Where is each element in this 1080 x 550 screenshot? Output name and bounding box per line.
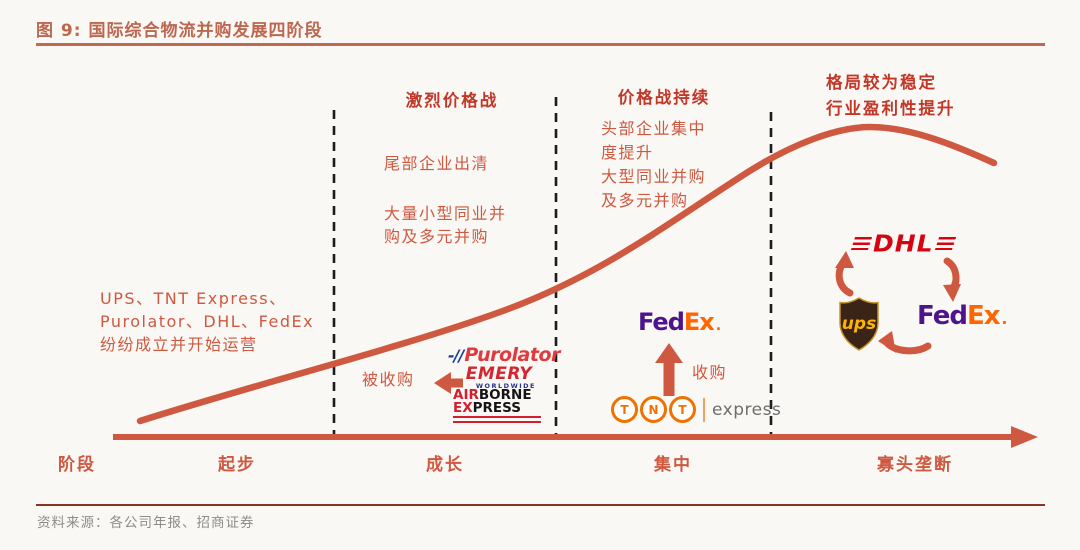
emery-wordmark: EMERY <box>465 364 533 384</box>
axis-label-stage4: 寡头垄断 <box>877 455 953 475</box>
tnt-ring-t2: T <box>669 396 696 423</box>
fedex-ex-2: Ex <box>966 301 1001 331</box>
fedex-logo-stage3: Fed Ex. <box>638 308 722 336</box>
cycle-arc-bottom-head <box>878 331 896 353</box>
stage2-header: 激烈价格战 <box>405 91 499 110</box>
fedex-fed: Fed <box>638 308 685 336</box>
fedex-fed-2: Fed <box>917 301 968 331</box>
stage4-header-line1: 格局较为稳定 <box>826 73 937 92</box>
axis-label-stage3: 集中 <box>654 455 692 475</box>
stage2-point1: 尾部企业出清 <box>384 154 490 173</box>
ups-wordmark: ups <box>842 314 876 334</box>
cycle-arc-left-head <box>835 251 854 268</box>
figure-title: 图 9: 国际综合物流并购发展四阶段 <box>36 21 323 41</box>
tnt-express-label: express <box>712 399 782 420</box>
stage3-line4: 及多元并购 <box>601 191 689 210</box>
ups-shield <box>839 297 879 351</box>
fedex-logo-stage4: Fed Ex. <box>917 301 1007 331</box>
acquired-arrow-head <box>434 372 451 394</box>
airborne-ex: EX <box>453 399 473 416</box>
stage2-point2: 大量小型同业并 购及多元并购 <box>384 202 507 248</box>
stage1-line1: UPS、TNT Express、 <box>100 289 287 308</box>
x-axis-arrowhead <box>1011 426 1038 448</box>
fedex-dot-2: . <box>1001 310 1007 328</box>
stage3-line2: 度提升 <box>601 143 654 162</box>
stage2-acquired-label: 被收购 <box>362 370 415 389</box>
fedex-ex: Ex <box>683 308 715 336</box>
axis-title: 阶段 <box>58 455 96 475</box>
dhl-wordmark: DHL <box>873 230 934 257</box>
fedex-dot: . <box>715 318 722 334</box>
airborne-air: AIR <box>453 387 479 403</box>
acquire-arrow-head <box>655 343 683 363</box>
airborne-express-logo: AIRBORNE EXPRESS <box>453 387 541 425</box>
stage3-description: 头部企业集中 度提升 大型同业并购 及多元并购 <box>601 117 706 213</box>
stage3-line1: 头部企业集中 <box>601 119 707 138</box>
airborne-stripes <box>453 416 541 425</box>
axis-label-stage2: 成长 <box>426 455 464 475</box>
stage2-point2-line1: 大量小型同业并 <box>384 204 507 223</box>
dhl-left-stripes <box>850 237 873 250</box>
stage1-line3: 纷纷成立并开始运营 <box>100 335 258 354</box>
stage4-header: 格局较为稳定 行业盈利性提升 <box>826 70 956 122</box>
stage1-description: UPS、TNT Express、 Purolator、DHL、FedEx 纷纷成… <box>100 287 314 356</box>
purolator-wordmark: Purolator <box>464 344 560 366</box>
dhl-right-stripes <box>934 237 956 250</box>
stage4-header-line2: 行业盈利性提升 <box>826 99 956 118</box>
purolator-slash-marks: -// <box>448 346 464 365</box>
title-underline <box>36 43 1045 46</box>
footer-divider <box>36 504 1045 506</box>
stage2-point2-line2: 购及多元并购 <box>384 227 490 246</box>
tnt-express-logo: T N T express <box>611 396 781 423</box>
stage3-acquire-label: 收购 <box>692 363 728 382</box>
tnt-ring-t1: T <box>611 396 638 423</box>
emery-worldwide-logo: EMERY WORLDWIDE <box>462 364 536 391</box>
cycle-arc-right-head <box>943 284 961 302</box>
dhl-logo: DHL <box>850 229 956 258</box>
development-curve <box>136 123 998 425</box>
airborne-borne: BORNE <box>478 387 532 403</box>
data-source: 资料来源：各公司年报、招商证券 <box>37 515 255 531</box>
airborne-line1: AIRBORNE <box>453 387 541 403</box>
axis-label-stage1: 起步 <box>218 455 256 475</box>
purolator-logo: -// Purolator <box>448 344 560 366</box>
tnt-divider <box>703 397 705 422</box>
stage3-line3: 大型同业并购 <box>601 167 707 186</box>
ups-logo: ups <box>839 297 879 351</box>
emery-worldwide-label: WORLDWIDE <box>475 382 536 390</box>
tnt-ring-n: N <box>640 396 667 423</box>
airborne-press: PRESS <box>472 399 521 416</box>
airborne-line2: EXPRESS <box>453 399 541 416</box>
stage3-header: 价格战持续 <box>617 88 711 107</box>
stage1-line2: Purolator、DHL、FedEx <box>100 312 315 331</box>
